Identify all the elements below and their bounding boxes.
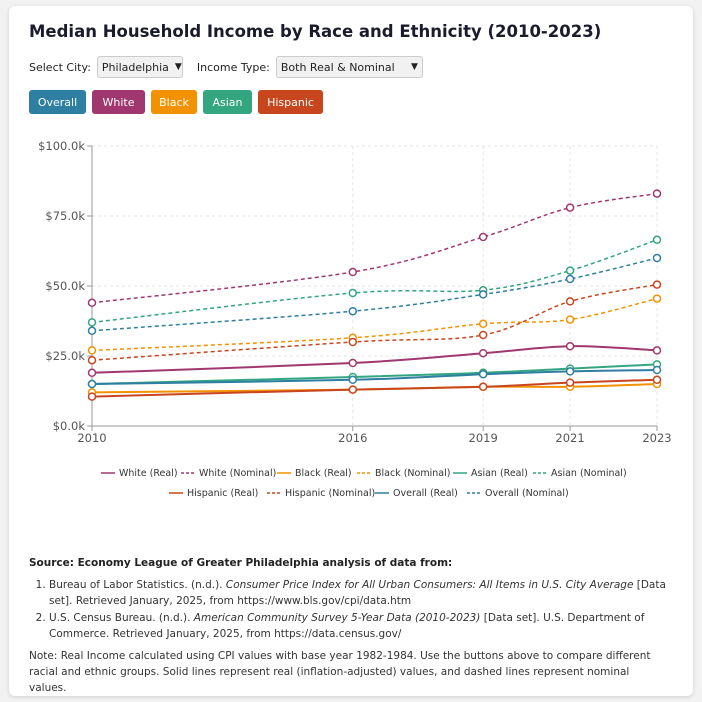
data-point-black-nominal bbox=[87, 346, 97, 355]
legend-label: Asian (Nominal) bbox=[551, 468, 627, 479]
data-point-asian-nominal bbox=[87, 318, 97, 327]
data-point-white-real bbox=[565, 341, 575, 351]
series-line-overall-nominal bbox=[91, 257, 658, 332]
x-tick-label: 2021 bbox=[555, 431, 584, 445]
group-buttons: Overall White Black Asian Hispanic bbox=[29, 90, 323, 114]
data-point-white-nominal bbox=[478, 232, 488, 242]
data-point-overall-real bbox=[652, 365, 662, 375]
series-line-hispanic-real bbox=[91, 378, 658, 398]
city-label: Select City: bbox=[29, 60, 91, 74]
legend-label: Hispanic (Real) bbox=[187, 488, 258, 499]
legend-label: Overall (Nominal) bbox=[485, 488, 569, 499]
data-point-white-nominal bbox=[87, 298, 97, 308]
data-point-white-nominal bbox=[565, 203, 575, 212]
legend-label: Overall (Real) bbox=[393, 488, 458, 499]
chart-note: Note: Real Income calculated using CPI v… bbox=[29, 650, 651, 694]
chevron-down-icon: ▼ bbox=[174, 62, 182, 72]
data-point-white-nominal bbox=[348, 267, 358, 277]
y-tick-label: $100.0k bbox=[38, 139, 85, 153]
y-tick-label: $75.0k bbox=[45, 209, 85, 223]
data-point-overall-real bbox=[478, 369, 488, 379]
legend-label: Hispanic (Nominal) bbox=[285, 488, 375, 499]
data-point-white-real bbox=[87, 368, 97, 378]
data-point-hispanic-nominal bbox=[652, 280, 662, 289]
data-point-hispanic-real bbox=[87, 392, 97, 401]
chevron-down-icon: ▼ bbox=[410, 62, 418, 72]
line-chart: $0.0k $25.0k $50.0k $75.0k $100.0k 2010 2016 20… bbox=[38, 139, 672, 499]
data-point-hispanic-nominal bbox=[87, 355, 97, 365]
data-point-hispanic-real bbox=[478, 382, 488, 392]
data-point-overall-nominal bbox=[87, 326, 97, 336]
x-tick-label: 2010 bbox=[77, 431, 106, 445]
series-line-white-nominal bbox=[91, 192, 658, 304]
source-list: Bureau of Labor Statistics. (n.d.). Cons… bbox=[29, 577, 689, 643]
data-point-white-real bbox=[652, 346, 662, 355]
data-point-hispanic-real bbox=[565, 378, 575, 387]
legend-label: Black (Nominal) bbox=[375, 468, 450, 479]
y-tick-label: $50.0k bbox=[45, 279, 85, 293]
data-point-overall-real bbox=[87, 379, 97, 389]
x-tick-label: 2016 bbox=[338, 431, 367, 445]
data-point-black-nominal bbox=[478, 319, 488, 329]
x-tick-label: 2023 bbox=[642, 431, 671, 445]
series-line-black-nominal bbox=[91, 297, 658, 352]
data-point-overall-nominal bbox=[478, 290, 488, 299]
series-line-asian-real bbox=[91, 363, 658, 385]
income-type-select[interactable]: Both Real & Nominal ▼ bbox=[275, 56, 423, 78]
income-type-label: Income Type: bbox=[196, 60, 270, 74]
hispanic-button[interactable]: Hispanic bbox=[258, 90, 323, 114]
overall-button[interactable]: Overall bbox=[29, 90, 86, 114]
chart-card: Median Household Income by Race and Ethn… bbox=[9, 6, 693, 696]
controls-row: Select City: Philadelphia ▼ Income Type:… bbox=[29, 56, 423, 78]
data-point-white-real bbox=[478, 348, 488, 358]
source-heading: Source: Economy League of Greater Philad… bbox=[29, 557, 453, 569]
city-select-value: Philadelphia bbox=[101, 60, 169, 74]
legend-label: Asian (Real) bbox=[471, 468, 528, 479]
data-point-white-nominal bbox=[652, 189, 662, 198]
data-point-asian-nominal bbox=[348, 288, 358, 298]
data-point-hispanic-real bbox=[652, 375, 662, 385]
data-point-overall-nominal bbox=[348, 306, 358, 316]
series-line-white-real bbox=[91, 345, 658, 374]
data-point-hispanic-real bbox=[348, 385, 358, 394]
series-line-overall-real bbox=[91, 369, 658, 385]
white-button[interactable]: White bbox=[92, 90, 145, 114]
income-type-select-value: Both Real & Nominal bbox=[280, 60, 395, 74]
data-point-asian-nominal bbox=[652, 235, 662, 245]
data-point-hispanic-nominal bbox=[565, 297, 575, 306]
x-tick-label: 2019 bbox=[469, 431, 498, 445]
asian-button[interactable]: Asian bbox=[203, 90, 252, 114]
data-point-hispanic-nominal bbox=[348, 337, 358, 347]
data-point-overall-nominal bbox=[652, 253, 662, 263]
legend-label: White (Nominal) bbox=[199, 468, 276, 479]
city-select[interactable]: Philadelphia ▼ bbox=[96, 56, 183, 78]
data-point-black-nominal bbox=[652, 294, 662, 303]
black-button[interactable]: Black bbox=[151, 90, 197, 114]
data-point-overall-real bbox=[565, 367, 575, 376]
y-tick-label: $25.0k bbox=[45, 349, 85, 363]
data-point-overall-real bbox=[348, 375, 358, 385]
page-title: Median Household Income by Race and Ethn… bbox=[29, 22, 602, 41]
y-tick-label: $0.0k bbox=[53, 419, 86, 433]
series-line-hispanic-nominal bbox=[91, 283, 658, 361]
data-point-white-real bbox=[348, 358, 358, 368]
legend-label: White (Real) bbox=[119, 468, 178, 479]
data-point-overall-nominal bbox=[565, 274, 575, 284]
source-item: Bureau of Labor Statistics. (n.d.). Cons… bbox=[49, 577, 689, 609]
legend-label: Black (Real) bbox=[295, 468, 352, 479]
data-point-hispanic-nominal bbox=[478, 330, 488, 340]
data-point-black-nominal bbox=[565, 315, 575, 324]
source-item: U.S. Census Bureau. (n.d.). American Com… bbox=[49, 610, 689, 642]
data-point-asian-nominal bbox=[565, 266, 575, 275]
